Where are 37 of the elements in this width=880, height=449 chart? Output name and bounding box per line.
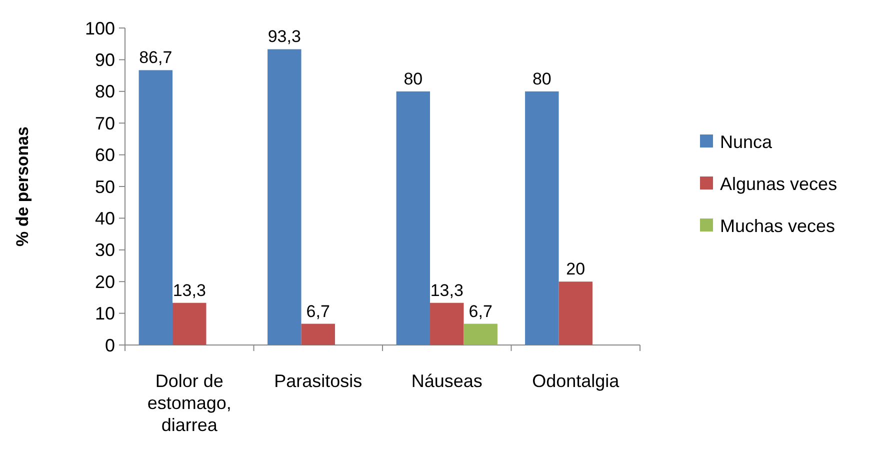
bar (558, 282, 592, 345)
y-tick-label: 30 (94, 240, 115, 260)
data-label: 6,7 (468, 302, 492, 321)
legend-label: Algunas veces (720, 174, 838, 194)
bar (301, 324, 335, 345)
data-label: 80 (532, 69, 552, 88)
y-tick-label: 50 (94, 176, 115, 197)
bar (172, 302, 206, 345)
bar (430, 302, 464, 345)
data-label: 13,3 (430, 280, 464, 300)
y-tick-label: 100 (84, 18, 115, 38)
data-label: 20 (566, 260, 586, 279)
data-label: 93,3 (268, 27, 301, 46)
data-label: 80 (404, 69, 423, 88)
x-tick-label: Parasitosis (274, 371, 362, 391)
bar (268, 49, 302, 345)
y-tick-label: 60 (94, 145, 115, 166)
data-label: 6,7 (306, 302, 330, 321)
y-axis-title: % de personas (13, 126, 32, 246)
data-label: 13,3 (172, 280, 206, 300)
y-tick-label: 80 (94, 82, 115, 102)
legend-label: Nunca (720, 132, 774, 152)
y-tick-label: 20 (94, 272, 115, 292)
y-tick-label: 70 (94, 113, 115, 134)
bar (464, 324, 498, 345)
x-tick-label: Odontalgia (532, 371, 620, 391)
bar (525, 91, 559, 345)
y-tick-label: 40 (94, 208, 115, 228)
x-tick-label: Náuseas (411, 371, 482, 391)
y-tick-label: 0 (104, 335, 115, 356)
bar (396, 91, 430, 345)
y-tick-label: 10 (94, 304, 115, 324)
y-tick-label: 90 (94, 50, 115, 70)
bar (138, 70, 173, 345)
legend-label: Muchas veces (720, 216, 836, 236)
data-label: 86,7 (139, 48, 172, 68)
x-tick-label: Dolor de estomago, diarrea (147, 371, 232, 435)
